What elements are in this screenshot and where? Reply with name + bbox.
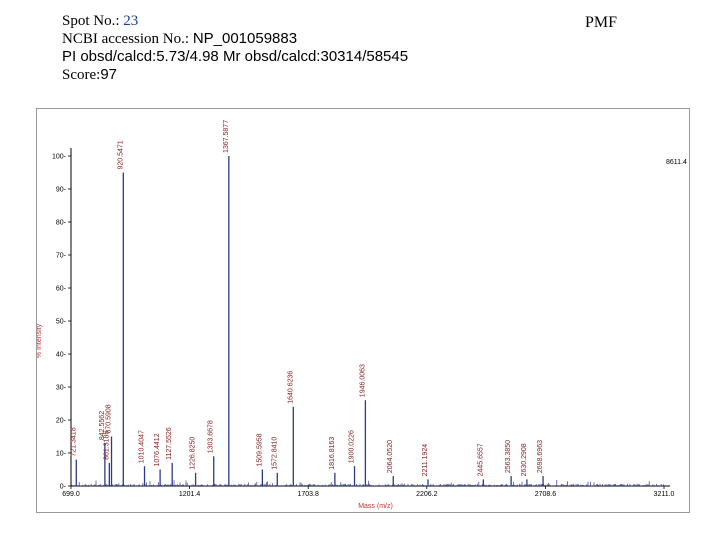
x-tick-label: 699.0 <box>62 491 80 498</box>
x-tick-label: 2708.6 <box>535 491 557 498</box>
spot-line: Spot No.: 23 <box>62 12 408 30</box>
y-tick-label: 60- <box>56 286 67 293</box>
y-tick-label: 80- <box>56 220 67 227</box>
peak-label: 870.5908 <box>106 404 113 433</box>
peak-label: 842.5562 <box>99 411 106 440</box>
spot-info: Spot No.: 23 NCBI accession No.: NP_0010… <box>62 12 408 84</box>
y-tick-label: 10- <box>56 451 67 458</box>
score-line: Score:97 <box>62 66 408 84</box>
pmf-label: PMF <box>585 14 618 31</box>
pi-mr-line: PI obsd/calcd:5.73/4.98 Mr obsd/calcd:30… <box>62 48 409 65</box>
peak-label: 1572.8410 <box>271 437 278 470</box>
spot-value: 23 <box>123 13 139 29</box>
peak-label: 2064.0520 <box>387 440 394 473</box>
x-tick-label: 3211.0 <box>654 491 675 498</box>
score-value: 97 <box>100 66 118 83</box>
x-tick-label: 1703.8 <box>297 491 319 498</box>
peak-label: 1816.8163 <box>329 437 336 470</box>
y-tick-label: 70- <box>56 253 67 260</box>
y-tick-label: 20- <box>56 418 67 425</box>
y-axis-title: % Intensity <box>37 323 43 358</box>
peak-label: 1900.0226 <box>349 430 356 463</box>
peak-label: 2445.6557 <box>477 443 484 476</box>
max-intensity-label: 8611.4 <box>666 159 687 166</box>
peak-label: 2563.3850 <box>505 440 512 473</box>
ncbi-label: NCBI accession No.: <box>62 31 193 47</box>
y-tick-label: 30- <box>56 385 67 392</box>
ncbi-line: NCBI accession No.: NP_001059883 <box>62 30 408 48</box>
peak-label: 2211.1924 <box>422 444 429 477</box>
y-tick-label: 40- <box>56 352 67 359</box>
y-tick-label: 90- <box>56 187 67 194</box>
y-tick-label: 0- <box>60 484 67 491</box>
peak-label: 1010.4047 <box>139 430 146 463</box>
spot-label: Spot No.: <box>62 13 124 29</box>
mass-spectrum-chart: 0- 10- 20- 30- 40- 50- 60- 70- 80- 90- 100- 699.0 12… <box>37 120 687 510</box>
x-tick-label: 2206.2 <box>416 491 438 498</box>
peak-label: 1127.5526 <box>166 427 173 460</box>
x-tick-label: 1201.4 <box>179 491 201 498</box>
peak-label: 2698.6963 <box>537 440 544 473</box>
y-tick-label: 100- <box>52 154 67 161</box>
peak-label: 2630.2908 <box>521 443 528 476</box>
x-axis-title: Mass (m/z) <box>358 503 393 510</box>
peak-label: 1509.5958 <box>256 433 263 466</box>
peak-label: 1946.0063 <box>359 364 366 397</box>
peak-label: 920.5471 <box>117 140 124 169</box>
peak-label: 861.3186 <box>103 431 110 460</box>
y-tick-label: 50- <box>56 319 67 326</box>
peak-label: 1303.6678 <box>208 420 215 453</box>
peak-label: 1367.5877 <box>223 120 230 153</box>
peak-label: 1226.8250 <box>190 437 197 470</box>
ncbi-value: NP_001059883 <box>192 30 298 47</box>
peak-label: 1076.4412 <box>154 433 161 466</box>
score-label: Score: <box>62 67 101 83</box>
peak-label: 721.3418 <box>70 427 77 456</box>
spectrum-frame: 0- 10- 20- 30- 40- 50- 60- 70- 80- 90- 100- 699.0 12… <box>36 108 690 513</box>
peak-label: 1640.6236 <box>287 371 294 404</box>
